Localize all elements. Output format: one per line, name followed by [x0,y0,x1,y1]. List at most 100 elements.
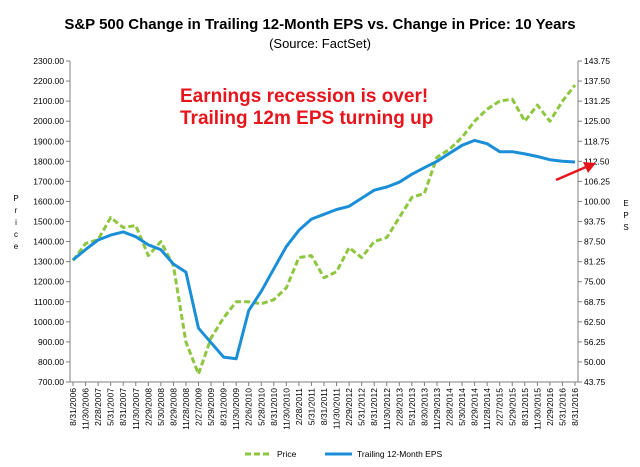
right-tick-label: 106.25 [584,176,610,186]
x-tick-label: 5/31/2011 [306,388,316,425]
x-tick-label: 5/30/2008 [156,388,166,426]
x-axis-ticks: 8/31/2006 11/30/2006 2/28/2007 5/31/2007 8/3… [68,382,580,430]
x-tick-label: 2/29/2012 [344,388,354,426]
x-tick-label: 2/28/2007 [93,388,103,426]
right-axis-label-char: P [623,211,628,220]
left-tick-label: 1300.00 [33,257,64,267]
left-axis-label-char: i [15,218,17,227]
left-tick-label: 1200.00 [33,277,64,287]
x-tick-label: 8/31/2006 [68,388,78,426]
left-tick-label: 900.00 [38,337,64,347]
chart-title: S&P 500 Change in Trailing 12-Month EPS … [64,16,575,33]
left-tick-label: 1600.00 [33,196,64,206]
left-tick-label: 800.00 [38,357,64,367]
legend: Price Trailing 12-Month EPS [245,449,443,459]
x-tick-label: 5/31/2013 [407,388,417,426]
right-tick-label: 50.00 [584,357,606,367]
x-tick-label: 8/31/2011 [319,388,329,425]
annotation-line-2: Trailing 12m EPS turning up [180,108,433,129]
x-tick-label: 2/28/2014 [445,388,455,426]
x-tick-label: 8/31/2012 [369,388,379,426]
annotation-arrow-head [583,162,596,173]
x-tick-label: 5/30/2014 [457,388,467,426]
left-axis-label: Price [13,194,18,251]
right-tick-label: 125.00 [584,116,610,126]
right-tick-label: 118.75 [584,136,610,146]
x-tick-label: 11/30/2007 [131,388,141,430]
x-tick-label: 8/29/2014 [470,388,480,426]
left-tick-label: 1700.00 [33,176,64,186]
right-tick-label: 93.75 [584,217,606,227]
x-tick-label: 2/29/2008 [143,388,153,426]
x-tick-label: 5/29/2015 [507,388,517,426]
x-tick-label: 5/31/2016 [557,388,567,426]
left-tick-label: 2100.00 [33,96,64,106]
annotation-arrow [555,162,596,182]
x-tick-label: 8/31/2015 [520,388,530,426]
x-tick-label: 11/30/2010 [281,388,291,430]
right-tick-label: 100.00 [584,196,610,206]
left-tick-label: 2300.00 [33,56,64,66]
right-axis-label-char: E [623,199,628,208]
right-axis-ticks: 43.75 50.00 56.25 62.50 68.75 75.00 81.25 87.50… [578,56,610,387]
right-tick-label: 56.25 [584,337,606,347]
x-tick-label: 8/31/2009 [219,388,229,426]
x-tick-label: 11/30/2006 [81,388,91,430]
left-tick-label: 1400.00 [33,237,64,247]
right-tick-label: 143.75 [584,56,610,66]
right-axis-label: EPS [623,199,628,232]
annotation-line-1: Earnings recession is over! [180,86,428,107]
x-tick-label: 11/30/2009 [231,388,241,430]
right-tick-label: 81.25 [584,257,606,267]
x-tick-label: 2/29/2016 [545,388,555,426]
price-series-line [71,84,577,376]
right-tick-label: 87.50 [584,237,606,247]
right-tick-label: 68.75 [584,297,606,307]
left-axis-label-char: P [13,194,18,203]
left-axis-label-char: c [14,230,18,239]
left-tick-label: 700.00 [38,377,64,387]
x-tick-label: 5/31/2007 [106,388,116,426]
left-tick-label: 1800.00 [33,156,64,166]
x-tick-label: 11/28/2008 [181,388,191,430]
left-tick-label: 1900.00 [33,136,64,146]
legend-label-price: Price [277,449,297,459]
left-tick-label: 1500.00 [33,217,64,227]
left-axis-ticks: 700.00 800.00 900.00 1000.00 1100.00 1200.00 1… [33,56,70,387]
x-tick-label: 2/28/2013 [394,388,404,426]
right-tick-label: 62.50 [584,317,606,327]
x-tick-label: 2/28/2011 [294,388,304,425]
right-tick-label: 112.50 [584,156,610,166]
legend-label-eps: Trailing 12-Month EPS [357,449,443,459]
left-tick-label: 1000.00 [33,317,64,327]
x-tick-label: 11/30/2012 [382,388,392,430]
chart-subtitle: (Source: FactSet) [269,36,371,51]
left-axis-label-char: e [14,242,19,251]
right-tick-label: 131.25 [584,96,610,106]
left-tick-label: 1100.00 [34,297,64,307]
eps-series-line [72,138,576,361]
x-tick-label: 5/28/2010 [256,388,266,426]
left-axis-label-char: r [15,206,18,215]
x-tick-label: 8/31/2010 [269,388,279,426]
left-tick-label: 2200.00 [33,76,64,86]
x-tick-label: 11/29/2013 [432,388,442,430]
series-layer [71,84,577,376]
x-tick-label: 2/27/2009 [194,388,204,426]
right-tick-label: 137.50 [584,76,610,86]
right-axis-label-char: S [623,223,628,232]
x-tick-label: 8/30/2013 [419,388,429,426]
x-tick-label: 2/27/2015 [495,388,505,426]
x-tick-label: 8/29/2008 [168,388,178,426]
right-tick-label: 43.75 [584,377,606,387]
x-tick-label: 2/26/2010 [244,388,254,426]
left-tick-label: 2000.00 [33,116,64,126]
annotation-arrow-shaft [555,165,587,182]
x-tick-label: 8/31/2016 [570,388,580,426]
right-tick-label: 75.00 [584,277,606,287]
x-tick-label: 11/30/2011 [332,388,342,430]
x-tick-label: 5/31/2012 [357,388,367,426]
x-tick-label: 8/31/2007 [118,388,128,426]
